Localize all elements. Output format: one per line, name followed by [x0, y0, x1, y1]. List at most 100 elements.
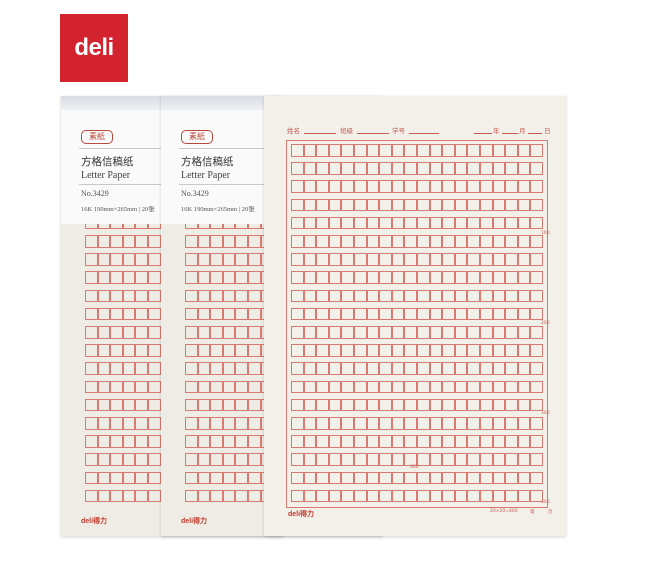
grid-cell [517, 253, 531, 266]
grid-cell [354, 417, 367, 430]
grid-cell [135, 380, 148, 394]
grid-cell [97, 453, 111, 466]
grid-cell [379, 162, 392, 175]
grid-cell [517, 435, 531, 448]
grid-cell [480, 344, 493, 357]
grid-cell [97, 435, 111, 448]
grid-cell [148, 326, 161, 339]
grid-cell [328, 271, 342, 284]
grid-cell [248, 398, 261, 412]
grid-cell [467, 489, 480, 503]
grid-cell [328, 417, 342, 430]
grid-cell [467, 271, 480, 284]
grid-cell [467, 162, 480, 175]
grid-cell [328, 307, 342, 321]
page-label: 第 [530, 510, 535, 515]
grid-cell [222, 326, 236, 339]
grid-cell [210, 435, 223, 448]
brand-mark: deli得力 [181, 518, 208, 525]
grid-cell [222, 417, 236, 430]
grid-cell [185, 435, 198, 448]
grid-cell [442, 271, 455, 284]
grid-cell [480, 417, 493, 430]
grid-cell [210, 489, 223, 503]
grid-cell [210, 307, 223, 321]
grid-cell [505, 198, 518, 212]
grid-cell [492, 180, 506, 193]
grid-cell [122, 271, 136, 284]
grid-cell [454, 307, 468, 321]
grid-cell [379, 216, 392, 230]
grid-cell [148, 380, 161, 394]
grid-cell [480, 489, 493, 503]
grid-cell [210, 362, 223, 375]
grid-cell [379, 417, 392, 430]
grid-cell [197, 253, 211, 266]
grid-cell [110, 344, 123, 357]
grid-cell [197, 435, 211, 448]
grid-cell [110, 362, 123, 375]
grid-cell [210, 471, 223, 485]
grid-cell [467, 380, 480, 394]
grid-cell [530, 471, 543, 485]
grid-cell [222, 235, 236, 248]
grid-cell [235, 380, 248, 394]
grid-cell [122, 235, 136, 248]
grid-cell [328, 344, 342, 357]
grid-cell [492, 380, 506, 394]
grid-cell [316, 453, 329, 466]
grid-cell [148, 344, 161, 357]
grid-cell [341, 380, 354, 394]
grid-cell [454, 289, 468, 303]
grid-cell [366, 307, 380, 321]
grid-cell [442, 326, 455, 339]
grid-cell [530, 235, 543, 248]
grid-cell [366, 489, 380, 503]
grid-cell [404, 180, 417, 193]
grid-cell [291, 216, 304, 230]
grid-cell [379, 471, 392, 485]
grid-cell [97, 289, 111, 303]
grid-cell [328, 180, 342, 193]
grid-cell [429, 417, 443, 430]
grid-cell [429, 144, 443, 157]
grid-cell [222, 398, 236, 412]
grid-cell [517, 326, 531, 339]
grid-cell [354, 235, 367, 248]
grid-cell [291, 435, 304, 448]
grid-cell [135, 417, 148, 430]
grid-cell [391, 471, 405, 485]
english-title: Letter Paper [181, 170, 231, 181]
grid-cell [110, 289, 123, 303]
grid-cell [341, 362, 354, 375]
grid-cell [454, 180, 468, 193]
grid-cell [328, 144, 342, 157]
grid-cell [417, 380, 430, 394]
grid-cell [366, 380, 380, 394]
grid-cell [248, 435, 261, 448]
grid-cell [480, 289, 493, 303]
grid-cell [467, 180, 480, 193]
grid-cell [248, 362, 261, 375]
grid-cell [222, 362, 236, 375]
grid-cell [404, 344, 417, 357]
grid-cell [379, 489, 392, 503]
grid-cell [197, 471, 211, 485]
grid-cell [197, 398, 211, 412]
grid-cell [530, 380, 543, 394]
grid-cell [235, 398, 248, 412]
grid-cell [480, 144, 493, 157]
grid-cell [492, 162, 506, 175]
grid-cell [328, 398, 342, 412]
grid-cell [291, 326, 304, 339]
grid-cell [404, 198, 417, 212]
grid-cell [210, 235, 223, 248]
grid-cell [530, 489, 543, 503]
size-spec: 16K 190mm×265mm | 20张 [181, 206, 255, 213]
grid-cell [210, 417, 223, 430]
grid-cell [248, 417, 261, 430]
grid-cell [492, 235, 506, 248]
grid-cell [148, 253, 161, 266]
grid-cell [148, 307, 161, 321]
grid-cell [197, 417, 211, 430]
